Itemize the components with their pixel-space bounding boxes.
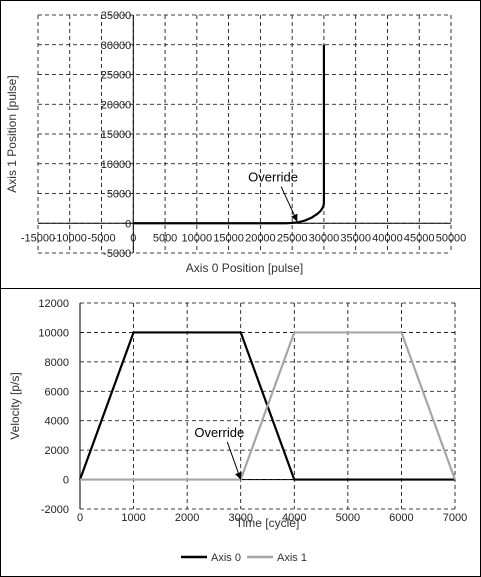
x-tick-label: 40000 <box>372 232 403 244</box>
x-tick-label: 6000 <box>389 512 413 524</box>
y-tick-label: 30000 <box>101 40 132 52</box>
y-axis-title: Velocity [p/s] <box>8 372 22 439</box>
x-tick-label: 10000 <box>182 232 213 244</box>
x-tick-label: -10000 <box>53 232 87 244</box>
override-annotation: Override <box>194 425 244 440</box>
override-annotation: Override <box>248 170 298 185</box>
series-line-axis-0 <box>78 331 455 481</box>
x-tick-label: 30000 <box>309 232 340 244</box>
velocity-chart: 0 1000 2000 3000 4000 5000 6000 7000 -2000 0 2000 4… <box>8 298 467 564</box>
x-tick-label: 35000 <box>340 232 371 244</box>
y-tick-label: 8000 <box>45 357 69 369</box>
y-tick-label: -2000 <box>41 504 69 516</box>
y-tick-label: 4000 <box>45 416 69 428</box>
y-tick-label: -5000 <box>103 248 131 260</box>
top-chart-frame: -15000 -10000 -5000 0 5000 10000 15000 20000 250… <box>0 0 481 289</box>
y-tick-label: 12000 <box>38 298 69 310</box>
legend: Axis 0 Axis 1 <box>181 552 307 564</box>
x-tick-label: 0 <box>77 512 83 524</box>
x-tick-label: 2000 <box>175 512 199 524</box>
y-tick-label: 25000 <box>101 70 132 82</box>
y-tick-label: 0 <box>63 475 69 487</box>
x-tick-label: 1000 <box>121 512 145 524</box>
y-axis-title: Axis 1 Position [pulse] <box>5 75 19 192</box>
x-tick-label: 5000 <box>153 232 177 244</box>
bottom-chart-frame: 0 1000 2000 3000 4000 5000 6000 7000 -2000 0 2000 4… <box>0 288 481 577</box>
x-axis-title: Time [cycle] <box>236 516 300 530</box>
y-tick-label: 5000 <box>107 189 131 201</box>
y-tick-label: 10000 <box>101 159 132 171</box>
y-tick-label: 0 <box>125 218 131 230</box>
legend-label-axis-1: Axis 1 <box>277 552 307 564</box>
y-tick-label: 20000 <box>101 99 132 111</box>
x-tick-label: 4000 <box>282 512 306 524</box>
x-tick-label: 5000 <box>336 512 360 524</box>
y-tick-label: 10000 <box>38 327 69 339</box>
y-tick-label: 35000 <box>101 10 132 22</box>
annotation-arrowhead <box>235 471 242 480</box>
x-tick-label: 3000 <box>228 512 252 524</box>
legend-label-axis-0: Axis 0 <box>211 552 241 564</box>
x-tick-label: 25000 <box>277 232 308 244</box>
y-tick-label: 6000 <box>45 386 69 398</box>
x-tick-label: 0 <box>130 232 136 244</box>
x-tick-label: 7000 <box>443 512 467 524</box>
y-tick-label: 15000 <box>101 129 132 141</box>
x-tick-label: 45000 <box>404 232 435 244</box>
series-line-axis-0 <box>133 44 326 225</box>
x-tick-label: 50000 <box>436 232 467 244</box>
series-line-axis-1 <box>80 331 457 481</box>
y-tick-label: 2000 <box>45 445 69 457</box>
position-chart: -15000-10000 -5000 0 5000 10000 15000 20000 250… <box>5 10 467 275</box>
x-axis-title: Axis 0 Position [pulse] <box>186 261 303 275</box>
x-tick-label: 15000 <box>213 232 244 244</box>
x-tick-label: -5000 <box>87 232 115 244</box>
x-tick-label: -15000 <box>21 232 55 244</box>
annotation-arrowhead <box>291 213 298 222</box>
x-tick-label: 20000 <box>245 232 276 244</box>
